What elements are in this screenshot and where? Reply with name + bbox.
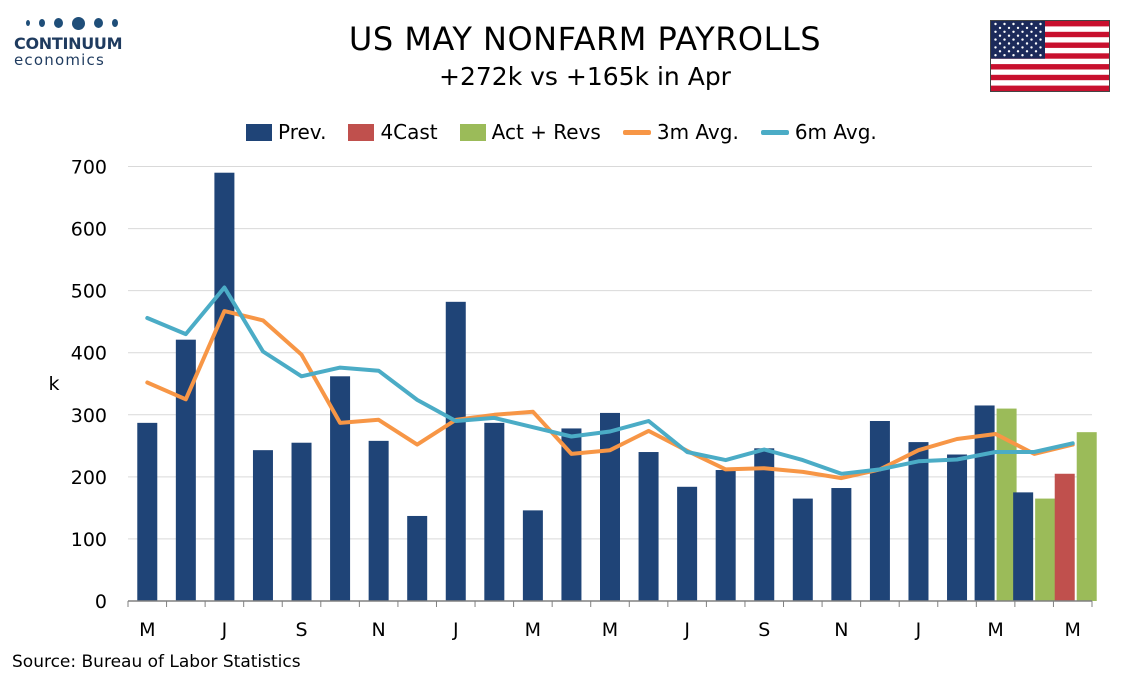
x-tick-label: M bbox=[987, 619, 1003, 641]
y-tick-label: 300 bbox=[71, 405, 107, 427]
bar-prev bbox=[947, 454, 968, 601]
bar-prev bbox=[561, 428, 582, 601]
logo-name: CONTINUUM bbox=[14, 34, 123, 53]
x-tick-label: N bbox=[834, 619, 848, 641]
line-3m-avg bbox=[145, 309, 1075, 481]
y-tick-label: 700 bbox=[71, 157, 107, 179]
bar-prev bbox=[522, 510, 543, 601]
bar-prev bbox=[677, 486, 698, 601]
bars bbox=[137, 172, 1097, 601]
x-tick-label: N bbox=[372, 619, 386, 641]
line-6m-avg bbox=[145, 285, 1075, 476]
bar-actual bbox=[1076, 432, 1097, 601]
x-tick-label: S bbox=[295, 619, 307, 641]
legend-label-prev: Prev. bbox=[278, 120, 327, 144]
x-tick-label: M bbox=[139, 619, 155, 641]
legend-item-4cast: 4Cast bbox=[348, 120, 438, 144]
us-flag-graphic bbox=[991, 21, 1109, 91]
bar-prev bbox=[792, 498, 813, 601]
x-tick-label: J bbox=[915, 619, 922, 641]
legend-swatch-6m-avg bbox=[760, 129, 789, 135]
bar-prev bbox=[831, 488, 852, 601]
y-tick-label: 100 bbox=[71, 529, 107, 551]
legend-item-prev: Prev. bbox=[246, 120, 326, 144]
bar-prev bbox=[908, 442, 929, 601]
legend-label-actual: Act + Revs bbox=[491, 120, 601, 144]
chart-subtitle: +272k vs +165k in Apr bbox=[439, 62, 731, 91]
x-tick-label: M bbox=[525, 619, 541, 641]
legend-label-4cast: 4Cast bbox=[380, 120, 438, 144]
chart-title: US MAY NONFARM PAYROLLS bbox=[348, 20, 822, 58]
legend-item-6m-avg: 6m Avg. bbox=[760, 120, 877, 144]
bar-prev bbox=[754, 448, 775, 601]
bar-prev bbox=[291, 442, 312, 601]
continuum-logo: CONTINUUM economics bbox=[14, 14, 144, 69]
y-tick-label: 400 bbox=[71, 343, 107, 365]
y-tick-label: 600 bbox=[71, 219, 107, 241]
x-tick-label: J bbox=[221, 619, 228, 641]
x-tick-label: J bbox=[452, 619, 459, 641]
bar-prev bbox=[137, 422, 158, 601]
logo-dots-icon bbox=[14, 14, 144, 32]
y-tick-label: 500 bbox=[71, 281, 107, 303]
legend-swatch-prev bbox=[246, 123, 272, 141]
bar-prev bbox=[484, 422, 505, 601]
legend-swatch-actual bbox=[459, 123, 486, 141]
legend-item-actual: Act + Revs bbox=[459, 120, 601, 144]
legend-label-3m-avg: 3m Avg. bbox=[656, 120, 739, 144]
bar-4cast bbox=[1054, 473, 1075, 601]
axes: 0 100 200 300 400 500 600 700 M J S N J M M J S N J M M bbox=[71, 157, 1093, 641]
logo-sub: economics bbox=[14, 51, 105, 69]
bar-prev bbox=[638, 452, 659, 601]
bar-prev bbox=[600, 412, 620, 601]
bar-prev bbox=[252, 450, 273, 601]
x-tick-label: J bbox=[683, 619, 690, 641]
legend-label-6m-avg: 6m Avg. bbox=[794, 120, 877, 144]
y-tick-label: 0 bbox=[95, 591, 107, 613]
y-axis-label: k bbox=[48, 373, 59, 395]
bar-actual bbox=[1035, 498, 1056, 601]
legend-swatch-4cast bbox=[348, 123, 375, 141]
bar-prev bbox=[869, 420, 890, 601]
legend-swatch-3m-avg bbox=[622, 129, 651, 135]
bar-prev bbox=[330, 376, 351, 601]
us-flag-icon bbox=[990, 20, 1110, 92]
bar-prev bbox=[1013, 492, 1034, 601]
bar-prev bbox=[407, 515, 428, 601]
x-tick-label: M bbox=[602, 619, 618, 641]
x-tick-label: S bbox=[758, 619, 770, 641]
y-tick-label: 200 bbox=[71, 467, 107, 489]
bar-prev bbox=[214, 172, 235, 601]
bar-prev bbox=[175, 339, 196, 601]
bar-actual bbox=[996, 408, 1017, 601]
avg-lines bbox=[145, 285, 1075, 481]
bar-prev bbox=[715, 470, 736, 601]
source-note: Source: Bureau of Labor Statistics bbox=[12, 652, 301, 672]
chart-legend: Prev. 4Cast Act + Revs 3m Avg. 6m Avg. bbox=[246, 118, 899, 146]
x-tick-label: M bbox=[1065, 619, 1081, 641]
bar-prev bbox=[368, 440, 389, 601]
bar-prev bbox=[445, 301, 466, 601]
legend-item-3m-avg: 3m Avg. bbox=[622, 120, 739, 144]
